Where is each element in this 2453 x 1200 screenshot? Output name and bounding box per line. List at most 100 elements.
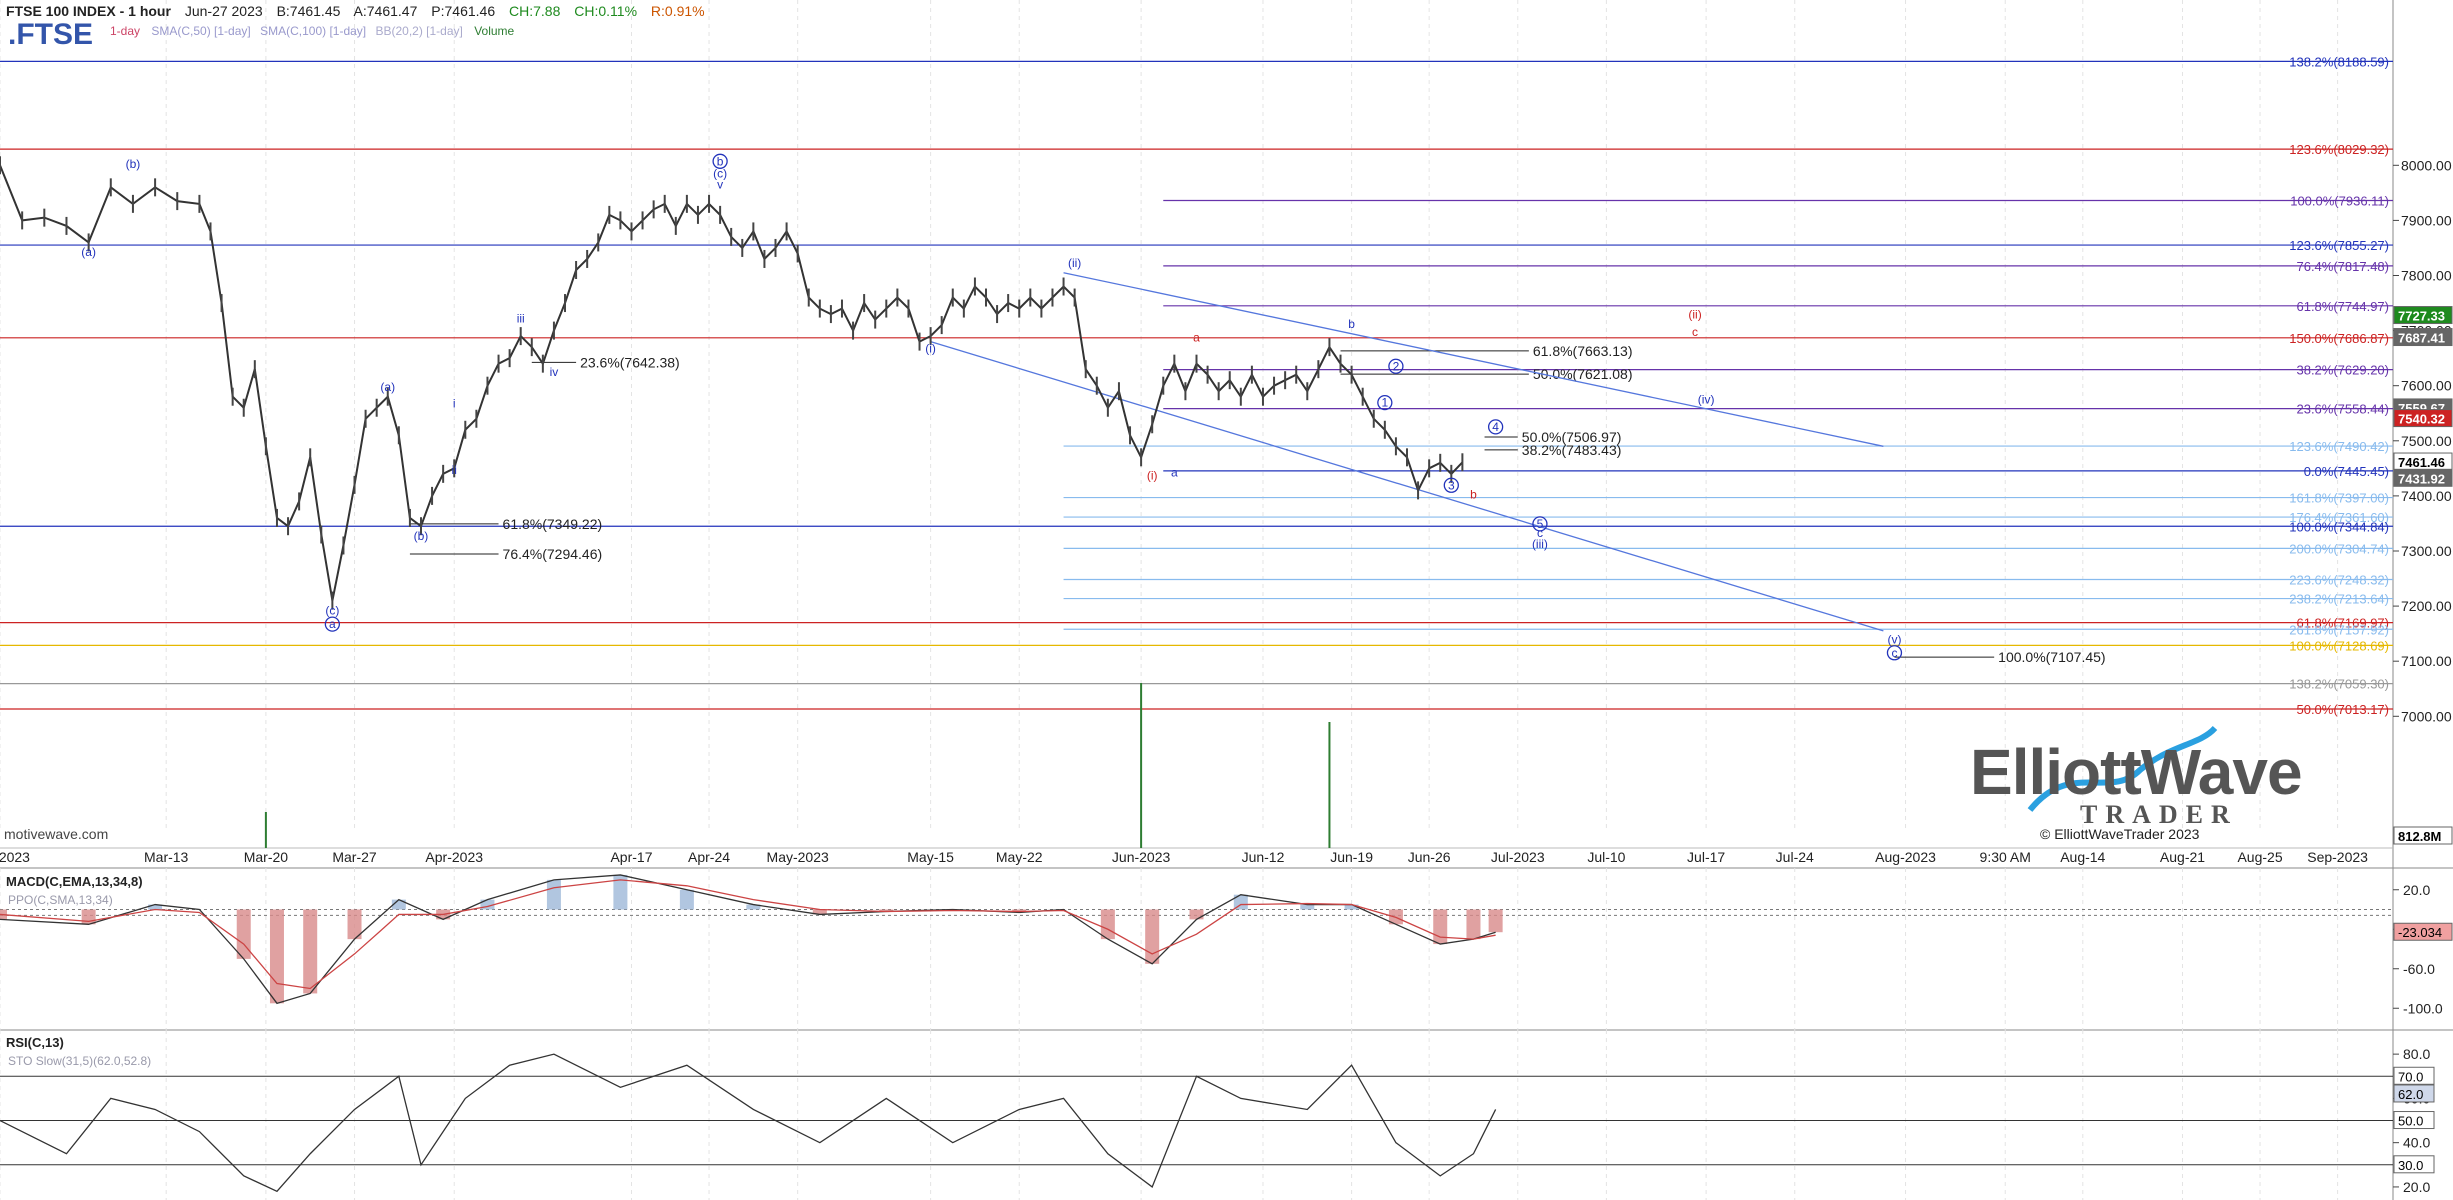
macd-histogram-bar (1433, 909, 1448, 945)
wave-label-circle (1886, 645, 1903, 661)
macd-title: MACD(C,EMA,13,34,8) (6, 874, 143, 889)
rsi-level-label: 70.0 (2398, 1069, 2423, 1084)
time-axis-label: Aug-21 (2160, 849, 2205, 865)
macd-histogram-bar (1344, 904, 1359, 910)
price-badge (2393, 409, 2453, 428)
macd-histogram-bar (812, 909, 827, 915)
rsi-value-badge (2393, 1084, 2435, 1103)
price-axis-label: 7100.00 (2401, 653, 2452, 669)
wave-label: 5 (1537, 517, 1544, 531)
time-axis-label: Aug-14 (2060, 849, 2105, 865)
wave-label: i (453, 397, 456, 411)
fib-inline-label: 76.4%(7294.46) (503, 546, 603, 562)
fib-level-label: 223.6%(7248.32) (2289, 572, 2389, 587)
header-ask: A:7461.47 (353, 3, 418, 19)
indicator-4[interactable]: BB(20,2) [1-day] (375, 24, 463, 38)
price-badge-label: 7540.32 (2398, 412, 2445, 427)
wave-label: (ii) (1068, 256, 1081, 270)
time-axis-label: 9:30 AM (1980, 849, 2031, 865)
rsi-level-badge (2393, 1111, 2435, 1130)
time-axis-label: Jul-10 (1587, 849, 1625, 865)
fib-level-label: 23.6%(7558.44) (2296, 402, 2389, 417)
rsi-axis-label: 40.0 (2403, 1135, 2430, 1151)
wave-label: 1 (1381, 396, 1388, 410)
macd-histogram-bar (81, 909, 96, 925)
wave-label: (a) (81, 245, 96, 259)
wave-label: (i) (1147, 468, 1158, 482)
wave-label: (a) (380, 380, 395, 394)
time-axis-label: Jun-26 (1408, 849, 1451, 865)
macd-line (0, 874, 1496, 1005)
fib-inline-label: 50.0%(7506.97) (1522, 429, 1622, 445)
wave-label: c (1891, 646, 1897, 660)
macd-histogram-bar (269, 909, 284, 1004)
volume-bar (264, 812, 267, 848)
rsi-level-label: 30.0 (2398, 1158, 2423, 1173)
macd-histogram-bar (1189, 909, 1204, 920)
rsi-value-label: 62.0 (2398, 1087, 2423, 1102)
macd-histogram-bar (613, 874, 628, 910)
fib-level-label: 261.8%(7157.92) (2289, 622, 2389, 637)
wave-label: ii (452, 463, 457, 477)
rsi-level-label: 50.0 (2398, 1114, 2423, 1129)
time-axis-label: Apr-24 (688, 849, 730, 865)
logo-line2: TRADER (2080, 800, 2238, 829)
fib-level-label: 138.2%(7059.30) (2289, 677, 2389, 692)
price-badge (2393, 328, 2453, 347)
time-axis-label: Jun-19 (1330, 849, 1373, 865)
fib-level-label: 123.6%(7490.42) (2289, 439, 2389, 454)
time-axis-label: Jun-2023 (1112, 849, 1171, 865)
wave-label-circle (712, 153, 728, 169)
fib-level-label: 61.8%(7169.97) (2296, 616, 2389, 631)
price-badge-label: 7431.92 (2398, 471, 2445, 486)
wave-label: (iii) (1532, 537, 1548, 551)
fib-level-label: 76.4%(7817.48) (2296, 259, 2389, 274)
rsi-line (0, 1053, 1497, 1193)
wave-label: a (1193, 331, 1200, 345)
wave-label-circle (1487, 419, 1504, 435)
time-axis-label: Apr-17 (610, 849, 652, 865)
time-axis-label: Jul-17 (1687, 849, 1725, 865)
macd-histogram-bar (1488, 909, 1503, 933)
indicator-1[interactable]: 1-day (110, 24, 141, 38)
indicator-2[interactable]: SMA(C,50) [1-day] (151, 24, 251, 38)
macd-histogram-bar (1466, 909, 1481, 940)
macd-histogram-bar (236, 909, 251, 959)
wave-label-circle (1377, 394, 1393, 411)
wave-label: 4 (1492, 420, 1499, 434)
price-axis-label: 7600.00 (2401, 378, 2452, 394)
logo-swoosh (2027, 725, 2218, 812)
macd-axis-label: -60.0 (2403, 961, 2435, 977)
header-bar: FTSE 100 INDEX - 1 hour Jun-27 2023 B:74… (6, 3, 715, 19)
macd-histogram-bar (1233, 894, 1248, 910)
fib-level-label: 100.0%(7344.84) (2289, 519, 2389, 534)
wave-label: c (1537, 526, 1543, 540)
header-bid: B:7461.45 (276, 3, 341, 19)
indicator-3[interactable]: SMA(C,100) [1-day] (260, 24, 367, 38)
macd-axis-label: -100.0 (2403, 1000, 2443, 1016)
macd-histogram-bar (879, 909, 894, 912)
header-range: R:0.91% (650, 3, 705, 19)
price-axis-label: 7900.00 (2401, 212, 2452, 228)
wave-label: (b) (126, 157, 141, 171)
wave-label: a (1171, 466, 1178, 480)
fib-level-label: 200.0%(7304.74) (2289, 541, 2389, 556)
rsi-axis-label: 20.0 (2403, 1179, 2430, 1195)
header-change: CH:7.88 (509, 3, 561, 19)
copyright-text: © ElliottWaveTrader 2023 (2040, 826, 2200, 842)
time-axis-label: Apr-2023 (425, 849, 483, 865)
wave-label: 2 (1393, 359, 1400, 373)
fib-level-label: 238.2%(7213.64) (2289, 592, 2389, 607)
indicator-5[interactable]: Volume (474, 24, 515, 38)
wave-label: iii (517, 311, 525, 325)
fib-inline-label: 100.0%(7107.45) (1998, 649, 2105, 665)
time-axis-label: Mar-13 (144, 849, 189, 865)
ppo-title: PPO(C,SMA,13,34) (8, 893, 113, 907)
macd-histogram-bar (480, 899, 495, 910)
macd-axis-label: 20.0 (2403, 882, 2430, 898)
header-date: Jun-27 2023 (184, 3, 263, 19)
wave-label-circle (324, 616, 341, 632)
